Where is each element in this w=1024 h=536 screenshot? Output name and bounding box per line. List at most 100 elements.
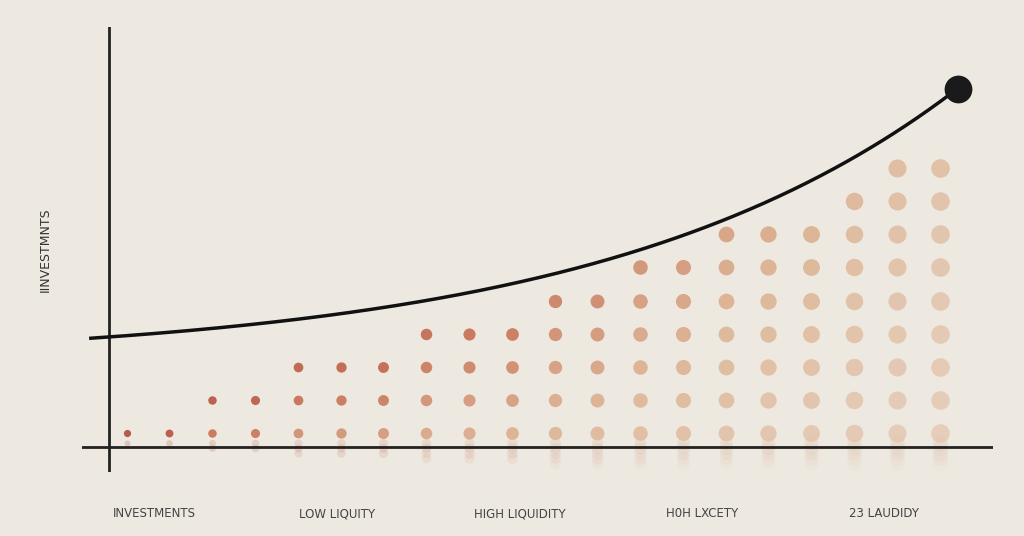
Point [675,330,691,338]
Point [889,197,905,205]
Point [760,263,776,272]
Point [161,439,177,448]
Point [803,453,819,462]
Point [461,363,477,371]
Point [675,449,691,457]
Point [760,444,776,452]
Point [375,429,391,437]
Point [675,429,691,437]
Point [375,449,391,457]
Point [632,449,648,457]
Point [949,84,966,93]
Point [846,429,862,437]
Point [846,263,862,272]
Point [889,163,905,172]
Text: INVESTMENTS: INVESTMENTS [114,507,197,520]
Point [675,444,691,452]
Point [889,429,905,437]
Text: LOW LIQUITY: LOW LIQUITY [299,507,375,520]
Point [803,296,819,305]
Point [333,449,349,457]
Point [119,429,135,437]
Point [547,449,563,457]
Point [889,330,905,338]
Point [718,458,734,467]
Point [846,296,862,305]
Point [718,230,734,239]
Point [589,429,605,437]
Point [889,396,905,404]
Point [846,439,862,448]
Point [204,439,220,448]
Point [846,330,862,338]
Point [504,449,520,457]
Point [547,396,563,404]
Point [760,429,776,437]
Point [803,363,819,371]
Point [589,396,605,404]
Point [589,330,605,338]
Point [418,439,434,448]
Point [290,439,306,448]
Point [418,363,434,371]
Point [375,439,391,448]
Point [504,444,520,452]
Point [846,230,862,239]
Point [675,439,691,448]
Point [932,429,948,437]
Text: HIGH LIQUIDITY: HIGH LIQUIDITY [473,507,565,520]
Point [718,263,734,272]
Point [932,453,948,462]
Point [932,197,948,205]
Point [760,396,776,404]
Point [632,363,648,371]
Point [675,263,691,272]
Point [889,453,905,462]
Point [333,444,349,452]
Point [932,263,948,272]
Point [461,444,477,452]
Point [418,453,434,462]
Point [547,458,563,467]
Point [675,453,691,462]
Point [333,363,349,371]
Point [547,330,563,338]
Point [589,458,605,467]
Point [889,458,905,467]
Point [547,453,563,462]
Point [290,396,306,404]
Point [760,453,776,462]
Text: 23 LAUDIDY: 23 LAUDIDY [849,507,919,520]
Point [889,444,905,452]
Point [932,330,948,338]
Point [718,429,734,437]
Point [204,429,220,437]
Point [803,263,819,272]
Point [718,296,734,305]
Point [760,296,776,305]
Point [675,458,691,467]
Point [504,439,520,448]
Point [461,429,477,437]
Point [932,296,948,305]
Point [461,330,477,338]
Point [932,449,948,457]
Point [589,453,605,462]
Point [333,396,349,404]
Point [803,458,819,467]
Point [889,449,905,457]
Point [204,396,220,404]
Point [504,429,520,437]
Text: IINVESTMNTS: IINVESTMNTS [39,207,52,292]
Point [589,449,605,457]
Point [718,396,734,404]
Point [119,439,135,448]
Point [632,453,648,462]
Point [461,449,477,457]
Point [760,439,776,448]
Point [889,296,905,305]
Point [418,449,434,457]
Point [632,296,648,305]
Point [589,296,605,305]
Point [760,230,776,239]
